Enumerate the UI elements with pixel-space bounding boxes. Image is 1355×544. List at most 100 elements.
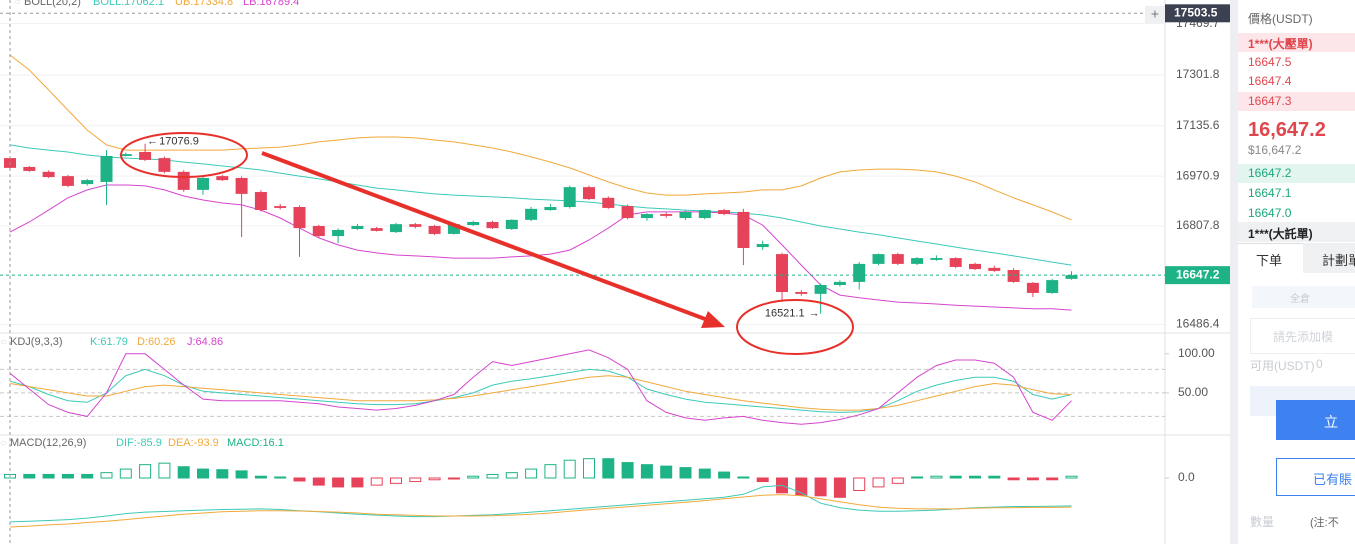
header: 價格(USDT) xyxy=(1248,12,1313,26)
margin-button[interactable] xyxy=(1252,286,1355,308)
histogram-bar xyxy=(42,473,55,479)
low-annotation: 16521.1 xyxy=(765,308,805,320)
trend-arrow-head xyxy=(701,311,725,328)
account-button-label[interactable]: 已有賬 xyxy=(1313,472,1353,487)
row-bg xyxy=(1238,222,1355,242)
histogram-bar xyxy=(525,468,538,479)
candle-body xyxy=(467,222,480,226)
legend-entry: UB:17334.8 xyxy=(175,0,233,8)
buy-button-label[interactable]: 立 xyxy=(1324,414,1338,430)
series-line xyxy=(9,494,1072,528)
legend-entry: LB:16789.4 xyxy=(243,0,299,8)
histogram-bar xyxy=(447,477,460,480)
splitter[interactable] xyxy=(1230,0,1238,544)
candle-body xyxy=(332,229,345,237)
histogram-bar xyxy=(486,473,499,479)
histogram-bar xyxy=(119,468,132,479)
bid: 16647.1 xyxy=(1248,186,1292,200)
candle-body xyxy=(563,187,576,208)
histogram-bar xyxy=(833,477,846,498)
ask: 16647.3 xyxy=(1248,94,1292,108)
order-book: 價格(USDT) 1***(大壓單) 16647.5 16647.4 16647… xyxy=(1238,0,1355,544)
candle-body xyxy=(583,187,595,200)
highlight-ellipse xyxy=(736,299,854,355)
candle-body xyxy=(447,224,460,234)
account-button[interactable] xyxy=(1276,458,1355,496)
annotation-arrow: → xyxy=(809,308,820,320)
tab[interactable] xyxy=(1303,243,1355,273)
histogram-bar xyxy=(969,475,981,479)
y-tick-label: 17135.6 xyxy=(1176,118,1220,132)
y-tick-label: 16807.8 xyxy=(1176,218,1220,232)
histogram-bar xyxy=(81,473,94,479)
histogram-bar xyxy=(467,475,480,479)
histogram-bar xyxy=(100,472,113,479)
legend-entry: D:60.26 xyxy=(137,336,176,348)
histogram-bar xyxy=(544,464,557,479)
y-tick-label: 16486.4 xyxy=(1176,316,1220,330)
candle-body xyxy=(177,171,190,190)
last-price-label: 16647.2 xyxy=(1176,267,1220,281)
candle-body xyxy=(756,244,769,248)
y-tick-label: 17301.8 xyxy=(1176,67,1220,81)
series-line xyxy=(9,144,1072,266)
legend-entry: DEA:-93.9 xyxy=(168,437,219,449)
tab-label[interactable]: 下单 xyxy=(1256,253,1283,268)
candle-body xyxy=(602,197,615,208)
note: (注:不 xyxy=(1310,517,1339,529)
indicator-title: BOLL(20,2) xyxy=(24,0,81,8)
legend-entry: MACD:16.1 xyxy=(227,437,284,449)
candle-body xyxy=(814,284,827,294)
candle-body xyxy=(216,176,229,181)
histogram-bar xyxy=(61,473,74,479)
histogram-bar xyxy=(988,475,1001,479)
buy-button[interactable] xyxy=(1276,400,1355,440)
candle-body xyxy=(61,176,74,186)
tab[interactable] xyxy=(1238,243,1303,274)
candle-body xyxy=(254,192,267,211)
candle-body xyxy=(370,228,383,231)
histogram-bar xyxy=(1065,475,1078,479)
histogram-bar xyxy=(293,477,306,482)
histogram-bar xyxy=(235,470,248,479)
bid: 16647.2 xyxy=(1248,166,1292,180)
tab-label[interactable]: 計劃單 xyxy=(1322,253,1355,268)
highlight-ellipse xyxy=(120,132,248,178)
candle-body xyxy=(949,258,962,267)
indicator-menu: ◌ xyxy=(15,0,20,6)
histogram-bar xyxy=(698,468,711,479)
candle-body xyxy=(23,166,36,171)
notice-box xyxy=(1250,318,1355,354)
candle-body xyxy=(81,180,94,185)
histogram-bar xyxy=(853,477,866,491)
legend-entry: J:64.86 xyxy=(187,336,223,348)
candle-body xyxy=(853,263,866,282)
candle-body xyxy=(197,177,209,190)
histogram-bar xyxy=(1026,477,1039,481)
histogram-bar xyxy=(1007,477,1020,481)
histogram-bar xyxy=(505,472,518,479)
available-value: 0 xyxy=(1316,357,1323,371)
candle-body xyxy=(486,222,499,229)
bid: 16647.0 xyxy=(1248,206,1292,220)
notice: 請先添加模 xyxy=(1273,330,1334,344)
crosshair-add-icon: + xyxy=(1151,6,1159,22)
candle-body xyxy=(1046,280,1059,293)
histogram-bar xyxy=(274,476,287,479)
crosshair-add[interactable] xyxy=(1145,6,1165,23)
candle-body xyxy=(969,263,981,270)
indicator-menu: ◌ xyxy=(1,437,6,447)
candle-body xyxy=(158,158,171,172)
plot: 17469.717301.817135.616970.916807.816486… xyxy=(0,0,1230,528)
candle-body xyxy=(911,258,924,264)
series-line xyxy=(9,368,1072,413)
candle-body xyxy=(776,254,788,293)
histogram-bar xyxy=(930,475,943,479)
ask-big: 1***(大壓單) xyxy=(1248,37,1313,51)
candle-body xyxy=(119,154,132,156)
histogram-bar xyxy=(737,476,750,479)
candle-body xyxy=(1026,282,1039,293)
last-price-tag xyxy=(1165,266,1230,285)
splitter-bar xyxy=(1230,0,1238,544)
